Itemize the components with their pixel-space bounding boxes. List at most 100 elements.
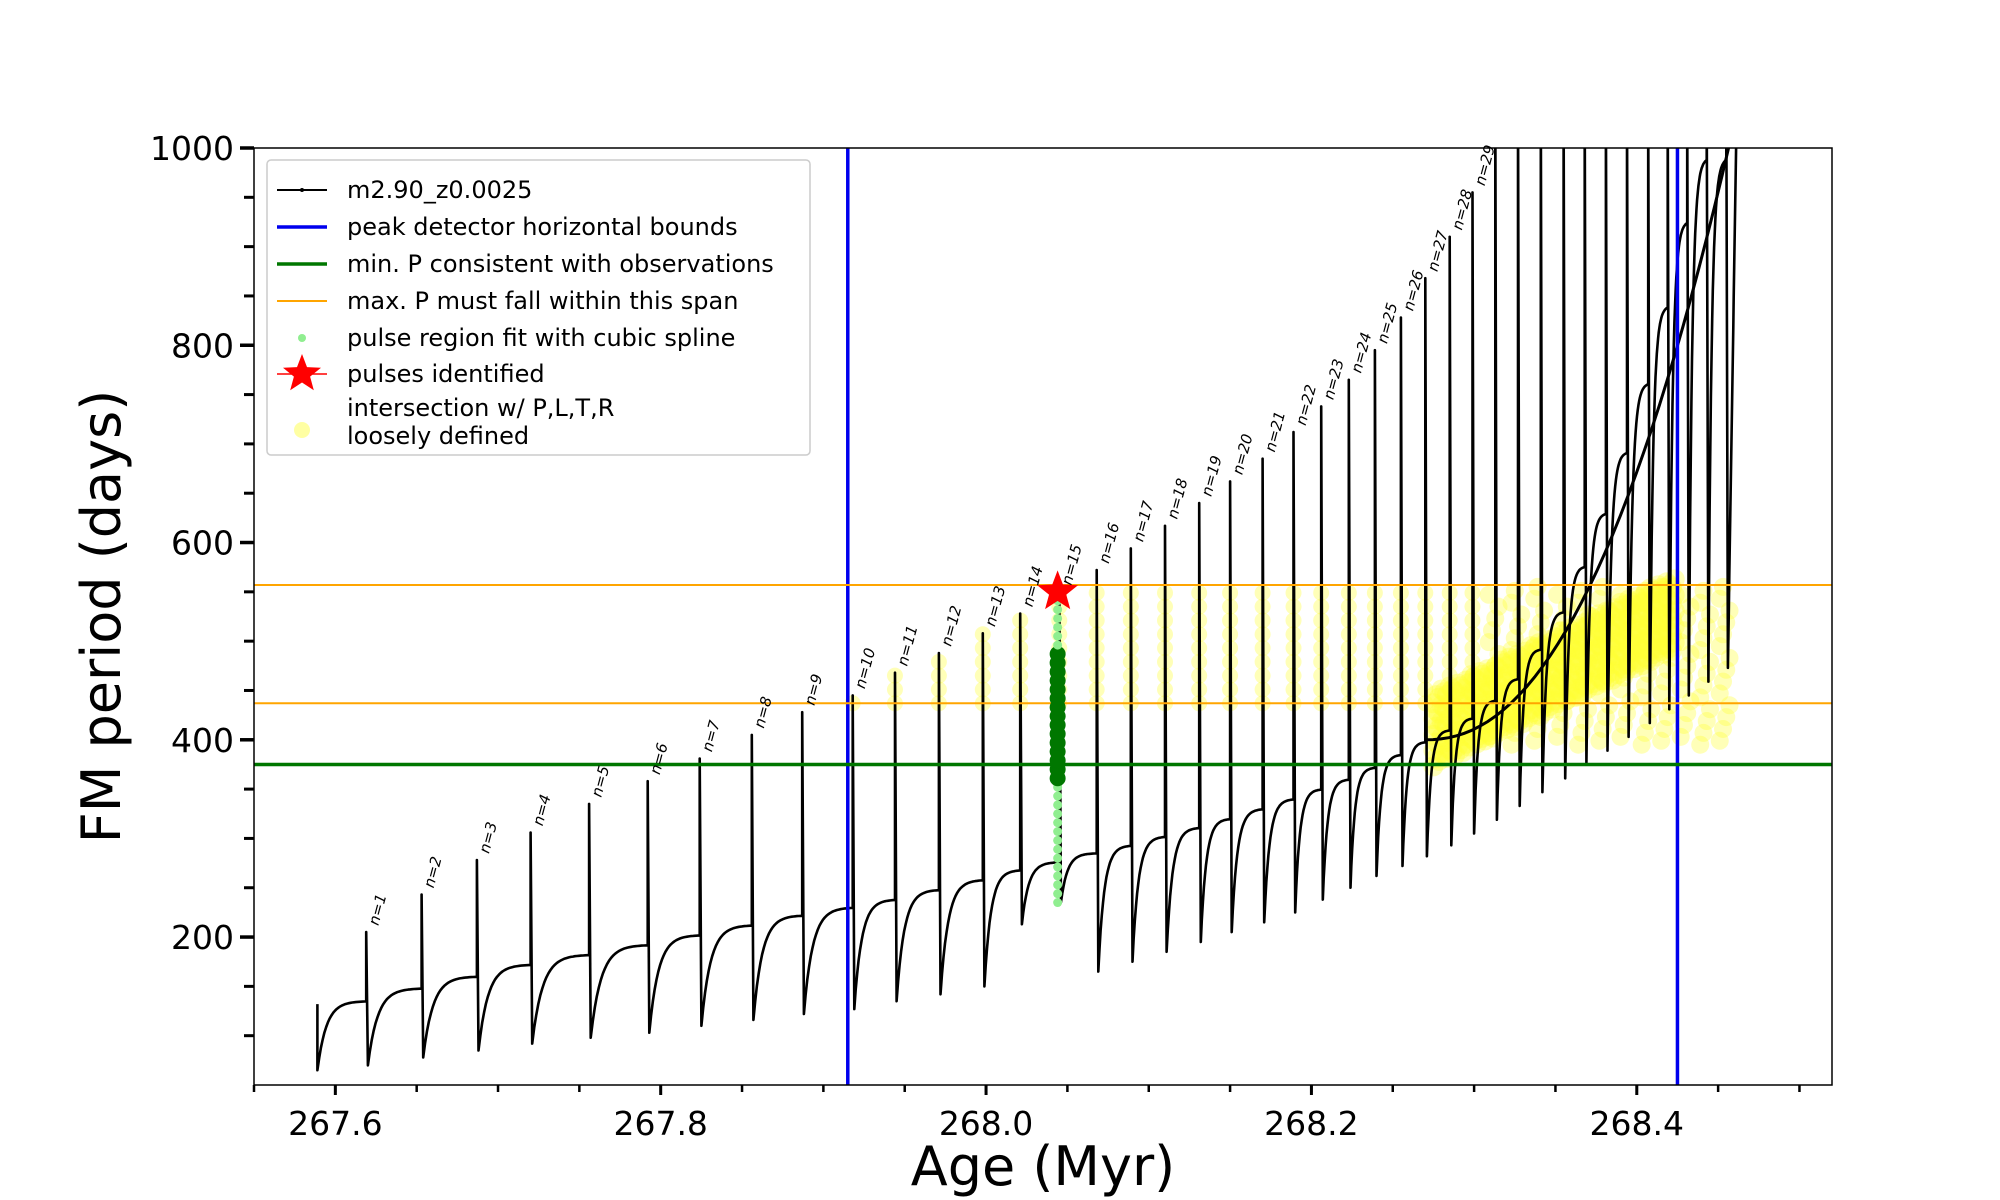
intersection-point xyxy=(1572,620,1593,641)
intersection-point xyxy=(1569,735,1588,754)
intersection-point xyxy=(1499,663,1520,684)
intersection-point xyxy=(1564,655,1585,676)
intersection-point xyxy=(1648,622,1669,643)
intersection-point xyxy=(1567,631,1588,652)
intersection-point xyxy=(1629,652,1650,673)
intersection-point xyxy=(1556,642,1577,663)
pulse-label: n=22 xyxy=(1292,383,1320,427)
intersection-point xyxy=(1428,719,1449,740)
track-line xyxy=(316,148,1738,1072)
intersection-point xyxy=(1586,659,1607,680)
intersection-point xyxy=(1523,638,1544,659)
intersection-point xyxy=(1439,739,1460,760)
intersection-point xyxy=(1483,664,1504,685)
intersection-point xyxy=(1632,639,1653,660)
intersection-point xyxy=(1453,710,1474,731)
intersection-point xyxy=(1453,694,1474,715)
intersection-point xyxy=(1658,660,1677,679)
legend-label: min. P consistent with observations xyxy=(347,250,774,278)
intersection-point xyxy=(1525,684,1544,703)
legend-label: loosely defined xyxy=(347,422,529,450)
intersection-point xyxy=(1629,605,1650,626)
intersection-point xyxy=(1681,644,1700,663)
intersection-point xyxy=(1447,673,1468,694)
intersection-point xyxy=(1483,727,1504,748)
intersection-point xyxy=(1607,600,1628,621)
pulse-label: n=20 xyxy=(1229,432,1257,476)
intersection-point xyxy=(1493,716,1514,737)
intersection-point xyxy=(1626,649,1647,670)
intersection-point xyxy=(1586,675,1607,696)
intersection-point xyxy=(1426,716,1447,737)
intersection-point xyxy=(1479,680,1498,699)
intersection-point xyxy=(1521,651,1542,672)
pulse-label: n=27 xyxy=(1424,228,1452,273)
intersection-point xyxy=(1586,612,1607,633)
spline-point xyxy=(1053,631,1063,641)
intersection-point xyxy=(1428,703,1449,724)
y-tick-label: 800 xyxy=(171,326,234,365)
intersection-point xyxy=(1523,701,1544,722)
intersection-point xyxy=(1542,682,1563,703)
legend-box xyxy=(266,159,811,456)
spline-point xyxy=(1049,645,1066,662)
intersection-point xyxy=(1629,620,1650,641)
intersection-point xyxy=(1426,700,1447,721)
intersection-point xyxy=(1658,613,1677,632)
intersection-point xyxy=(1610,640,1631,661)
pulse-label: n=23 xyxy=(1320,357,1348,401)
y-axis-title: FM period (days) xyxy=(70,390,133,844)
reference-lines xyxy=(254,148,1832,1085)
intersection-point xyxy=(1632,593,1651,612)
intersection-point xyxy=(1697,712,1716,731)
intersection-point xyxy=(1710,731,1729,750)
intersection-point xyxy=(1561,637,1582,658)
intersection-point xyxy=(1567,663,1588,684)
intersection-point xyxy=(1637,618,1658,639)
intersection-point xyxy=(1652,637,1671,656)
intersection-point xyxy=(1472,696,1493,717)
spline-point xyxy=(1053,791,1063,801)
intersection-point xyxy=(1632,655,1653,676)
intersection-point xyxy=(1479,585,1498,604)
intersection-point xyxy=(1621,639,1642,660)
intersection-point xyxy=(1610,624,1631,645)
intersection-point xyxy=(1442,710,1463,731)
intersection-point xyxy=(1621,655,1642,676)
intersection-point xyxy=(1655,719,1674,738)
intersection-point xyxy=(1423,756,1444,777)
intersection-point xyxy=(1569,641,1588,660)
intersection-point xyxy=(1450,676,1471,697)
intersection-point xyxy=(1639,664,1658,683)
plot-frame xyxy=(253,147,1833,1086)
pulse-label: n=11 xyxy=(893,623,921,667)
intersection-point xyxy=(1431,742,1452,763)
pulse-label: n=9 xyxy=(801,672,827,707)
intersection-point xyxy=(1455,686,1476,707)
intersection-point xyxy=(1472,664,1493,685)
pulse-label: n=26 xyxy=(1399,268,1427,312)
intersection-point xyxy=(1586,643,1607,664)
intersection-point xyxy=(1557,644,1576,663)
intersection-point xyxy=(1648,591,1669,612)
intersection-points xyxy=(844,569,1739,777)
intersection-point xyxy=(1423,709,1444,730)
intersection-point xyxy=(1607,632,1628,653)
spline-point xyxy=(1053,835,1063,845)
intersection-point xyxy=(1588,651,1609,672)
intersection-point xyxy=(1477,690,1498,711)
pulse-label: n=7 xyxy=(698,718,724,754)
intersection-point xyxy=(1518,644,1539,665)
intersection-point xyxy=(1637,633,1658,654)
spline-point xyxy=(1053,613,1063,623)
intersection-point xyxy=(1567,647,1588,668)
y-tick-label: 400 xyxy=(171,721,234,760)
intersection-point xyxy=(1564,671,1585,692)
intersection-point xyxy=(1588,619,1609,640)
intersection-point xyxy=(1648,606,1669,627)
intersection-point xyxy=(1588,635,1609,656)
spline-point xyxy=(1053,818,1063,828)
intersection-point xyxy=(1548,680,1567,699)
